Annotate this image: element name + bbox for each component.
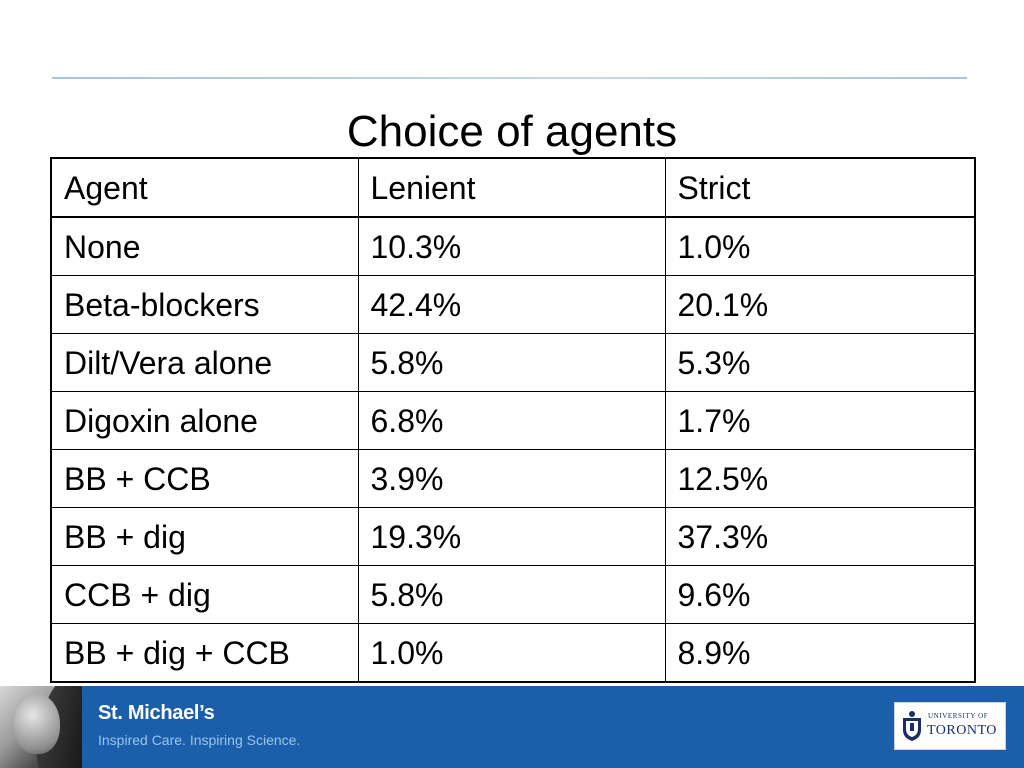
table-row: BB + dig + CCB 1.0% 8.9% — [50, 623, 976, 683]
cell-lenient: 6.8% — [357, 391, 666, 450]
footer-banner: St. Michael’s Inspired Care. Inspiring S… — [0, 686, 1024, 768]
hospital-name: St. Michael’s — [98, 702, 215, 724]
cell-strict: 5.3% — [664, 333, 976, 392]
university-logo: UNIVERSITY OF TORONTO — [894, 702, 1006, 750]
table-row: Digoxin alone 6.8% 1.7% — [50, 391, 976, 450]
cell-lenient: 19.3% — [357, 507, 666, 566]
title-divider — [52, 77, 967, 79]
cell-lenient: 10.3% — [357, 216, 666, 276]
cell-lenient: 5.8% — [357, 333, 666, 392]
cell-agent: BB + dig + CCB — [50, 623, 359, 683]
cell-strict: 1.7% — [664, 391, 976, 450]
table-row: BB + dig 19.3% 37.3% — [50, 507, 976, 566]
header-agent: Agent — [50, 157, 359, 218]
toronto-label: TORONTO — [927, 723, 997, 738]
header-lenient: Lenient — [357, 157, 666, 218]
header-strict: Strict — [664, 157, 976, 218]
cell-agent: Beta-blockers — [50, 275, 359, 334]
table-row: CCB + dig 5.8% 9.6% — [50, 565, 976, 624]
cell-strict: 9.6% — [664, 565, 976, 624]
cell-lenient: 1.0% — [357, 623, 666, 683]
agents-table: Agent Lenient Strict None 10.3% 1.0% Bet… — [50, 157, 976, 683]
cell-strict: 1.0% — [664, 216, 976, 276]
table-row: None 10.3% 1.0% — [50, 216, 976, 276]
table-row: Dilt/Vera alone 5.8% 5.3% — [50, 333, 976, 392]
cell-agent: None — [50, 216, 359, 276]
statue-photo — [0, 686, 82, 768]
cell-agent: BB + CCB — [50, 449, 359, 508]
cell-strict: 37.3% — [664, 507, 976, 566]
cell-agent: Dilt/Vera alone — [50, 333, 359, 392]
cell-strict: 12.5% — [664, 449, 976, 508]
cell-lenient: 5.8% — [357, 565, 666, 624]
cell-agent: BB + dig — [50, 507, 359, 566]
cell-strict: 8.9% — [664, 623, 976, 683]
table-row: Beta-blockers 42.4% 20.1% — [50, 275, 976, 334]
cell-lenient: 42.4% — [357, 275, 666, 334]
cell-agent: CCB + dig — [50, 565, 359, 624]
slide-title: Choice of agents — [346, 107, 678, 156]
cell-agent: Digoxin alone — [50, 391, 359, 450]
cell-lenient: 3.9% — [357, 449, 666, 508]
crest-icon — [903, 711, 921, 741]
cell-strict: 20.1% — [664, 275, 976, 334]
table-header-row: Agent Lenient Strict — [50, 157, 976, 218]
university-of-label: UNIVERSITY OF — [928, 712, 989, 720]
table-row: BB + CCB 3.9% 12.5% — [50, 449, 976, 508]
hospital-tagline: Inspired Care. Inspiring Science. — [98, 732, 301, 748]
